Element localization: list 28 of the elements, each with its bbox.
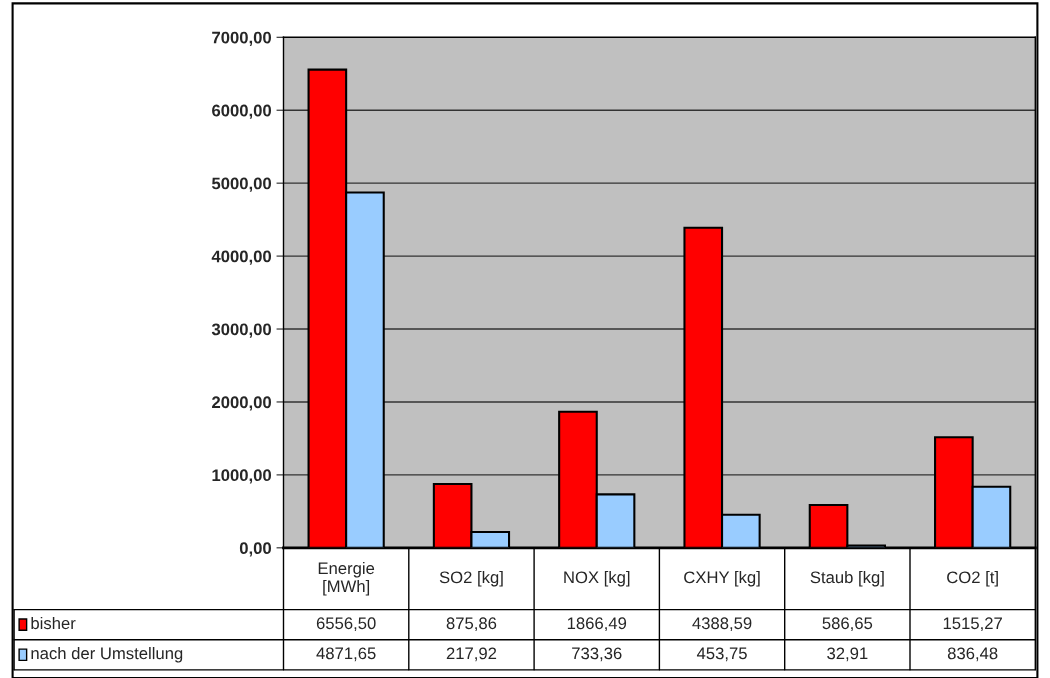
data-label: 6556,50 bbox=[316, 617, 376, 632]
legend-label: nach der Umstellung bbox=[31, 647, 183, 663]
y-tick-label: 2000,00 bbox=[212, 396, 272, 411]
data-label: 586,65 bbox=[822, 617, 873, 632]
y-tick-label: 4000,00 bbox=[211, 250, 272, 265]
x-tick-label: CO2 [t] bbox=[947, 570, 998, 587]
legend-label: bisher bbox=[31, 616, 76, 630]
data-label: 4871,65 bbox=[316, 647, 376, 662]
y-tick-label: 0,00 bbox=[239, 542, 272, 557]
data-label: 1515,27 bbox=[943, 617, 1002, 632]
data-label: 32,91 bbox=[827, 647, 868, 662]
y-tick-label: 5000,00 bbox=[211, 177, 272, 192]
x-tick-label: Staub [kg] bbox=[810, 570, 884, 587]
x-tick-label: NOX [kg] bbox=[564, 570, 630, 587]
x-tick-label: CXHY [kg] bbox=[684, 570, 760, 587]
y-tick-label: 6000,00 bbox=[212, 104, 272, 119]
data-label: 836,48 bbox=[947, 647, 998, 662]
y-tick-label: 3000,00 bbox=[211, 323, 272, 338]
data-label: 453,75 bbox=[696, 647, 747, 662]
x-tick-label: Energie [MWh] bbox=[318, 561, 375, 596]
x-tick-label: SO2 [kg] bbox=[439, 570, 503, 587]
y-tick-label: 7000,00 bbox=[212, 31, 272, 46]
y-tick-label: 1000,00 bbox=[212, 469, 272, 484]
data-label: 875,86 bbox=[446, 617, 497, 632]
data-label: 1866,49 bbox=[567, 617, 627, 632]
data-label: 217,92 bbox=[446, 647, 497, 662]
data-label: 733,36 bbox=[572, 647, 622, 662]
data-label: 4388,59 bbox=[692, 617, 752, 632]
